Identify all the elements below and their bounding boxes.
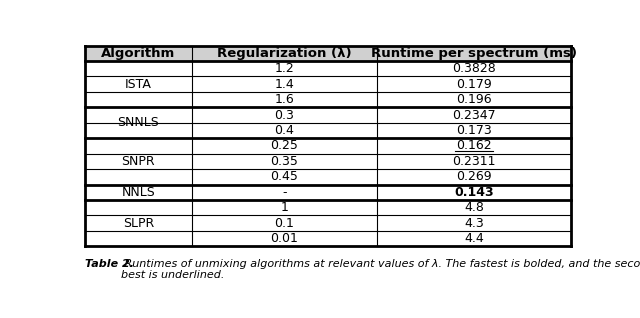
Text: 0.2347: 0.2347 bbox=[452, 108, 495, 121]
Text: 4.3: 4.3 bbox=[464, 217, 484, 230]
Text: 0.2311: 0.2311 bbox=[452, 155, 495, 168]
Text: SLPR: SLPR bbox=[123, 217, 154, 230]
Text: 0.173: 0.173 bbox=[456, 124, 492, 137]
Text: Table 2.: Table 2. bbox=[85, 259, 134, 268]
Text: 4.8: 4.8 bbox=[464, 201, 484, 214]
Text: SNNLS: SNNLS bbox=[118, 116, 159, 129]
Text: 0.35: 0.35 bbox=[270, 155, 298, 168]
Text: Algorithm: Algorithm bbox=[101, 47, 175, 60]
Text: -: - bbox=[282, 186, 287, 199]
Text: 0.1: 0.1 bbox=[275, 217, 294, 230]
Text: 0.3828: 0.3828 bbox=[452, 62, 496, 75]
Text: 0.269: 0.269 bbox=[456, 170, 492, 183]
Text: 1.4: 1.4 bbox=[275, 78, 294, 91]
Text: 0.3: 0.3 bbox=[275, 108, 294, 121]
Text: 1: 1 bbox=[280, 201, 288, 214]
Text: 0.4: 0.4 bbox=[275, 124, 294, 137]
Text: 0.196: 0.196 bbox=[456, 93, 492, 106]
Text: ISTA: ISTA bbox=[125, 78, 152, 91]
Bar bbox=[85, 45, 571, 61]
Text: Regularization (λ): Regularization (λ) bbox=[217, 47, 351, 60]
Text: 0.01: 0.01 bbox=[270, 232, 298, 245]
Text: Runtime per spectrum (ms): Runtime per spectrum (ms) bbox=[371, 47, 577, 60]
Text: 0.162: 0.162 bbox=[456, 139, 492, 152]
Text: SNPR: SNPR bbox=[122, 155, 156, 168]
Text: Runtimes of unmixing algorithms at relevant values of λ. The fastest is bolded, : Runtimes of unmixing algorithms at relev… bbox=[121, 259, 640, 280]
Text: 0.45: 0.45 bbox=[270, 170, 298, 183]
Text: 1.2: 1.2 bbox=[275, 62, 294, 75]
Text: 0.25: 0.25 bbox=[270, 139, 298, 152]
Text: NNLS: NNLS bbox=[122, 186, 156, 199]
Text: 0.179: 0.179 bbox=[456, 78, 492, 91]
Text: 4.4: 4.4 bbox=[464, 232, 484, 245]
Text: 0.143: 0.143 bbox=[454, 186, 493, 199]
Text: 1.6: 1.6 bbox=[275, 93, 294, 106]
